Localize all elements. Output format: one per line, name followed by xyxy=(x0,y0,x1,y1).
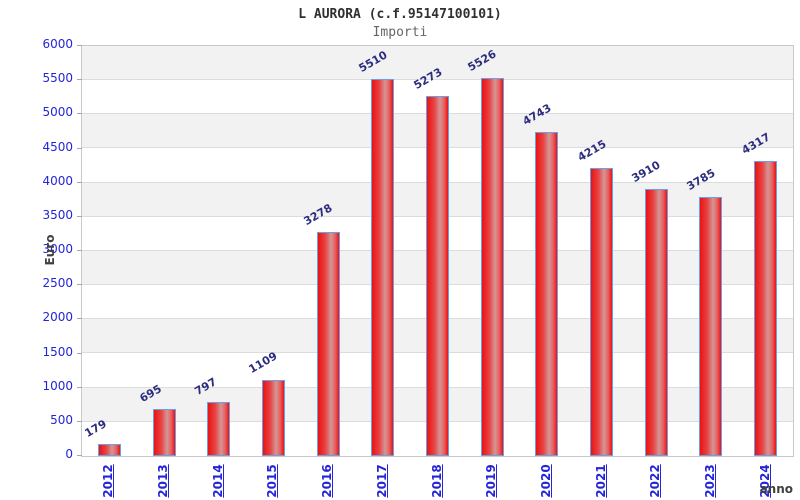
x-tick-label-2019[interactable]: 2019 xyxy=(484,464,499,498)
y-tick-label: 3000 xyxy=(42,242,73,256)
chart-title: L AURORA (c.f.95147100101) xyxy=(298,7,502,22)
y-tick-mark xyxy=(77,318,82,320)
y-tick-label: 1000 xyxy=(42,378,73,393)
x-tick-label-2018[interactable]: 2018 xyxy=(429,464,444,498)
bar xyxy=(261,380,285,456)
x-tick-label-2014[interactable]: 2014 xyxy=(210,464,225,498)
y-tick-label: 3500 xyxy=(42,207,73,222)
bar xyxy=(699,197,723,456)
bar xyxy=(590,167,614,456)
bar xyxy=(535,131,559,456)
y-tick-label: 500 xyxy=(50,412,73,427)
y-tick-mark xyxy=(77,45,82,46)
x-tick-label-2017[interactable]: 2017 xyxy=(374,464,389,498)
y-tick-label: 4500 xyxy=(42,139,73,154)
y-axis-title: Euro xyxy=(43,234,57,266)
bar xyxy=(644,188,668,456)
plot-area: 179 695 797 1109 3278 5510 5273 5526 4743 4215 391… xyxy=(81,45,794,457)
y-tick-label: 2000 xyxy=(42,310,73,325)
x-axis-title: anno xyxy=(759,482,793,496)
bar xyxy=(152,408,176,456)
x-tick-label-2021[interactable]: 2021 xyxy=(593,464,608,498)
y-tick-label: 5000 xyxy=(42,105,73,120)
x-tick-label-2015[interactable]: 2015 xyxy=(265,464,280,498)
bar xyxy=(480,78,504,456)
y-tick-mark xyxy=(77,352,82,354)
y-tick-mark xyxy=(77,147,82,149)
y-tick-mark xyxy=(77,386,82,388)
y-tick-mark xyxy=(77,215,82,217)
y-tick-label: 2500 xyxy=(42,276,73,291)
y-tick-label: 0 xyxy=(65,447,73,461)
x-tick-label-2012[interactable]: 2012 xyxy=(101,464,116,498)
y-tick-mark xyxy=(77,181,82,183)
y-tick-label: 1500 xyxy=(42,344,73,359)
bar xyxy=(371,79,395,456)
bar xyxy=(97,443,121,456)
chart-subtitle: Importi xyxy=(372,25,428,40)
x-tick-label-2022[interactable]: 2022 xyxy=(648,464,663,498)
y-tick-label: 5500 xyxy=(42,71,73,86)
y-tick-label: 6000 xyxy=(42,37,73,51)
x-tick-label-2023[interactable]: 2023 xyxy=(702,464,717,498)
y-tick-mark xyxy=(77,420,82,422)
y-tick-mark xyxy=(77,113,82,115)
bar xyxy=(207,401,231,456)
bar xyxy=(754,161,778,456)
x-tick-label-2016[interactable]: 2016 xyxy=(320,464,335,498)
y-tick-mark xyxy=(77,250,82,251)
y-tick-mark xyxy=(77,455,82,456)
x-tick-label-2020[interactable]: 2020 xyxy=(538,464,553,498)
grid-band xyxy=(82,46,793,81)
y-tick-mark xyxy=(77,284,82,286)
y-tick-label: 4000 xyxy=(42,173,73,188)
bar xyxy=(316,232,340,456)
y-tick-mark xyxy=(77,79,82,81)
bar xyxy=(426,95,449,456)
x-tick-label-2013[interactable]: 2013 xyxy=(156,464,171,498)
